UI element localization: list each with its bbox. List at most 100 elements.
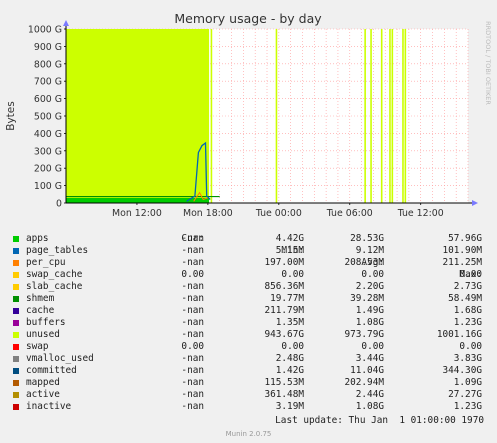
legend-row-per-cpu: per_cpu -nan 197.00M 208.53M 211.25M [12,257,490,269]
legend-rows: apps -nan 4.42G 28.53G 57.96G page_tables -nan… [12,233,490,413]
x-axis-arrow [472,200,478,206]
legend-name: page_tables [26,245,89,256]
active-line [193,191,209,202]
y-tick-label: 200 G [34,164,62,175]
legend-swatch [13,380,19,386]
legend-header-avg: Avg: [361,257,384,268]
legend-avg: 0.00 [361,341,384,352]
legend-header: Cur: Min: Avg: Max: [12,221,490,280]
legend-name: unused [26,329,60,340]
legend-min: 0.00 [281,341,304,352]
legend-max: 0.00 [459,341,482,352]
legend-cur: -nan [181,305,204,316]
legend-cur: -nan [181,401,204,412]
unused-spike [380,29,383,203]
legend-avg: 1.08G [355,401,384,412]
legend-cur: -nan [181,317,204,328]
y-axis-arrow [63,20,69,26]
legend-swatch [13,284,19,290]
unused-spike [404,29,407,203]
legend-avg: 973.79G [344,329,384,340]
legend-row-slab-cache: slab_cache -nan 856.36M 2.20G 2.73G [12,281,490,293]
unused-spike [275,29,278,203]
legend-swatch [13,344,19,350]
legend-row-unused: unused -nan 943.67G 973.79G 1001.16G [12,329,490,341]
legend-avg: 39.28M [350,293,384,304]
apps-area [66,197,210,203]
legend-max: 1.09G [453,377,482,388]
legend-row-apps: apps -nan 4.42G 28.53G 57.96G [12,233,490,245]
y-tick-label: 100 G [34,181,62,192]
legend-swatch [13,308,19,314]
legend-swatch [13,356,19,362]
legend-swatch [13,320,19,326]
unused-spike [210,29,213,203]
legend-name: per_cpu [26,257,66,268]
legend-max: 101.90M [442,245,482,256]
legend-cur: 0.00 [181,341,204,352]
legend-max: 1001.16G [436,329,482,340]
legend-avg: 1.49G [355,305,384,316]
legend-row-inactive: inactive -nan 3.19M 1.08G 1.23G [12,401,490,413]
legend-row-page-tables: page_tables -nan 5.15M 9.12M 101.90M [12,245,490,257]
unused-spike [364,29,366,203]
unused-spike [370,29,372,203]
legend-cur: -nan [181,233,204,244]
y-tick-label: 500 G [34,112,62,123]
legend-swatch [13,260,19,266]
legend-row-committed: committed -nan 1.42G 11.04G 344.30G [12,365,490,377]
legend: Cur: Min: Avg: Max: apps -nan 4.42G 28.53G 5… [12,221,490,413]
legend-swatch [13,392,19,398]
legend-min: 5.15M [275,245,304,256]
legend-min: 856.36M [264,281,304,292]
last-update: Last update: Thu Jan 1 01:00:00 1970 [275,415,484,426]
legend-name: vmalloc_used [26,353,94,364]
legend-swatch [13,296,19,302]
x-tick-label: Mon 18:00 [183,208,233,219]
legend-name: slab_cache [26,281,83,292]
legend-avg: 2.44G [355,389,384,400]
legend-min: 197.00M [264,257,304,268]
legend-max: 1.23G [453,317,482,328]
legend-cur: -nan [181,365,204,376]
legend-avg: 3.44G [355,353,384,364]
legend-name: inactive [26,401,72,412]
legend-name: shmem [26,293,55,304]
legend-max: 0.00 [459,269,482,280]
legend-cur: -nan [181,245,204,256]
legend-min: 1.42G [275,365,304,376]
legend-max: 2.73G [453,281,482,292]
legend-swatch [13,332,19,338]
legend-min: 2.48G [275,353,304,364]
legend-avg: 0.00 [361,269,384,280]
legend-name: cache [26,305,55,316]
legend-name: committed [26,365,77,376]
legend-max: 57.96G [448,233,482,244]
unused-spike [389,29,391,203]
legend-max: 58.49M [448,293,482,304]
legend-name: swap_cache [26,269,83,280]
legend-name: buffers [26,317,66,328]
y-axis-label: Bytes [5,101,17,130]
y-tick-label: 700 G [34,77,62,88]
y-tick-label: 300 G [34,146,62,157]
legend-min: 3.19M [275,401,304,412]
legend-row-active: active -nan 361.48M 2.44G 27.27G [12,389,490,401]
legend-cur: -nan [181,377,204,388]
unused-spike [391,29,394,203]
legend-min: 4.42G [275,233,304,244]
legend-row-swap: swap 0.00 0.00 0.00 0.00 [12,341,490,353]
legend-min: 115.53M [264,377,304,388]
legend-row-shmem: shmem -nan 19.77M 39.28M 58.49M [12,293,490,305]
legend-cur: -nan [181,281,204,292]
y-tick-label: 900 G [34,42,62,53]
unused-spike [402,29,404,203]
legend-avg: 202.94M [344,377,384,388]
legend-min: 19.77M [270,293,304,304]
rrdtool-watermark: RRDTOOL / TOBI OETIKER [484,21,492,105]
legend-avg: 208.53M [344,257,384,268]
legend-cur: -nan [181,293,204,304]
legend-min: 211.79M [264,305,304,316]
legend-max: 1.68G [453,305,482,316]
legend-name: apps [26,233,49,244]
